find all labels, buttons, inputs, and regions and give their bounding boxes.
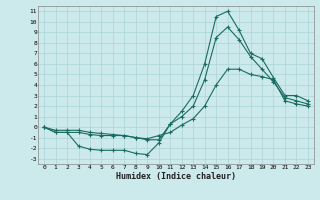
X-axis label: Humidex (Indice chaleur): Humidex (Indice chaleur) <box>116 172 236 181</box>
